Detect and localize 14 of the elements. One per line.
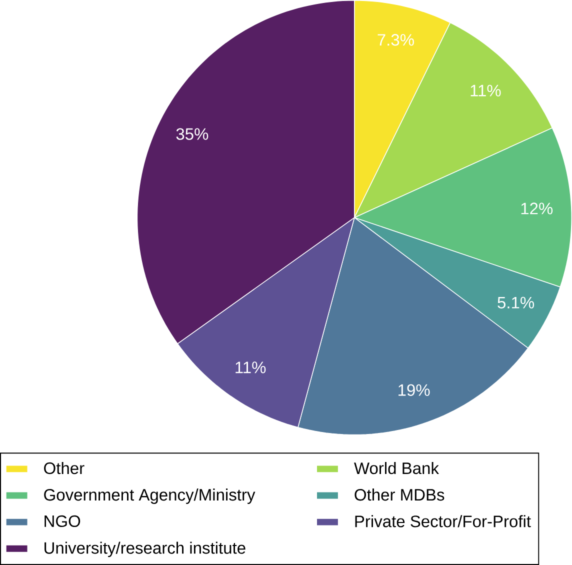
data-label: 19% (398, 384, 430, 396)
data-label: 7.3% (378, 34, 414, 46)
data-label: 5.1% (498, 296, 534, 308)
data-label: 35% (176, 128, 208, 140)
legend-label: Other (44, 462, 84, 474)
legend-label: World Bank (354, 462, 439, 474)
data-label: 11% (236, 362, 266, 374)
data-label: 11% (470, 84, 501, 96)
legend-label: NGO (44, 515, 80, 528)
data-label: 12% (521, 202, 553, 214)
legend-label: Government Agency/Ministry (44, 488, 256, 504)
legend-label: University/research institute (44, 542, 246, 558)
legend-label: Private Sector/For-Profit (355, 515, 531, 528)
legend-label: Other MDBs (354, 488, 444, 501)
